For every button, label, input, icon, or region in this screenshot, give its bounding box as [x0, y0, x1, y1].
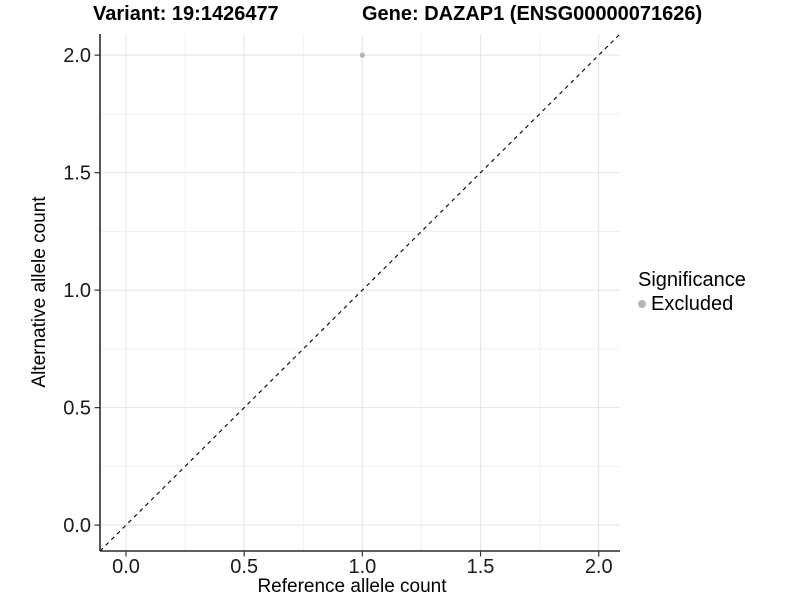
- y-tick-label: 0.5: [63, 398, 91, 420]
- legend-key-circle-icon: [638, 300, 646, 308]
- legend-item-label: Excluded: [651, 293, 734, 315]
- y-tick-label: 2.0: [63, 45, 91, 67]
- y-tick-label: 1.0: [63, 280, 91, 302]
- y-axis-title: Alternative allele count: [29, 196, 50, 388]
- legend-item-excluded: Excluded: [638, 293, 746, 315]
- x-tick-label: 1.5: [467, 556, 495, 578]
- x-axis-title: Reference allele count: [257, 576, 447, 597]
- legend: Significance Excluded: [638, 268, 746, 315]
- identity-dashed-line: [99, 33, 621, 552]
- legend-title: Significance: [638, 269, 746, 291]
- plot-title-gene: Gene: DAZAP1 (ENSG00000071626): [362, 3, 703, 25]
- y-tick-label: 0.0: [63, 515, 91, 537]
- x-tick-label: 0.5: [230, 556, 258, 578]
- data-point-excluded: [359, 52, 365, 58]
- y-tick-label: 1.5: [63, 163, 91, 185]
- x-tick-label: 1.0: [348, 556, 376, 578]
- x-tick-label: 2.0: [585, 556, 613, 578]
- x-tick-label: 0.0: [112, 556, 140, 578]
- plot-title-variant: Variant: 19:1426477: [93, 3, 279, 25]
